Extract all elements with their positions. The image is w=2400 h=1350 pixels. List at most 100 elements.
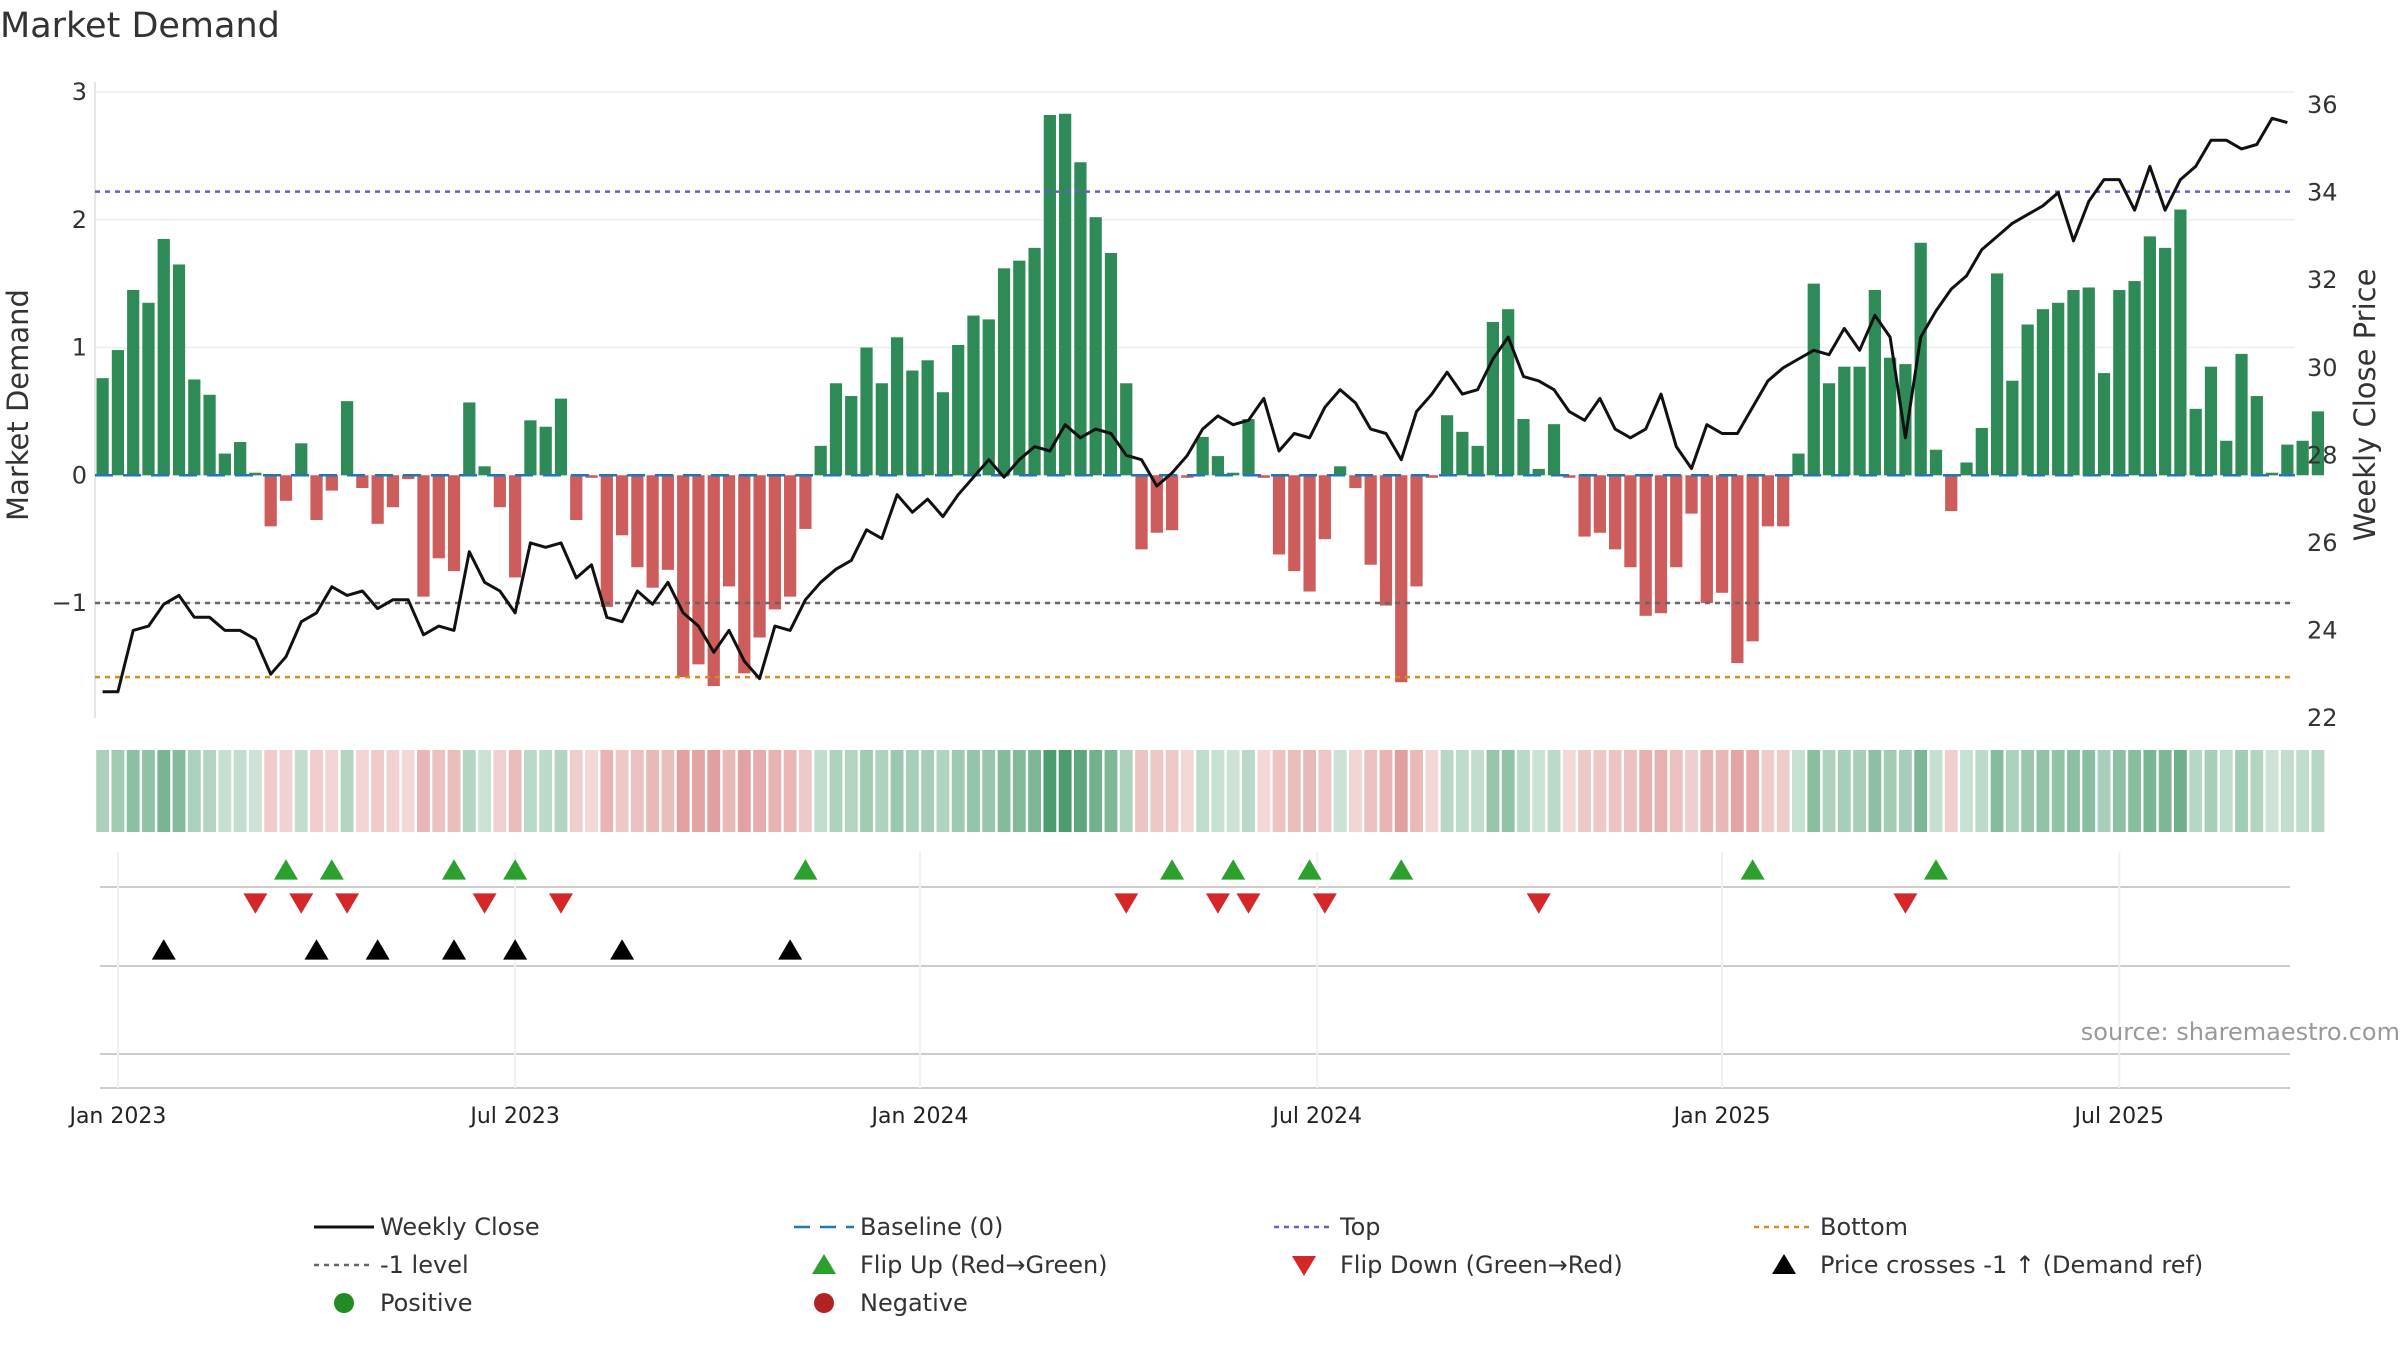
heat-cell: [325, 750, 339, 832]
legend-label: Flip Down (Green→Red): [1340, 1251, 1623, 1279]
demand-bar-positive: [2159, 247, 2172, 476]
demand-bar-positive: [2189, 408, 2202, 476]
heat-cell: [1303, 750, 1316, 832]
heat-cell: [493, 750, 507, 832]
heat-cell: [1990, 750, 2004, 832]
flip-up-marker: [1297, 859, 1322, 880]
demand-bar-positive: [1334, 466, 1347, 476]
flip-up-marker: [1160, 859, 1185, 880]
demand-bar-positive: [952, 344, 965, 476]
heat-cell: [600, 750, 614, 832]
heat-cell: [401, 750, 415, 832]
demand-bar-positive: [203, 394, 216, 476]
heat-cell: [1425, 750, 1439, 832]
y2-tick-label: 22: [2307, 704, 2338, 732]
demand-bar-negative: [310, 475, 323, 520]
demand-bar-negative: [1654, 475, 1668, 614]
demand-bar-negative: [1181, 475, 1194, 478]
demand-bar-negative: [1364, 475, 1377, 565]
price-cross-marker: [365, 939, 390, 960]
demand-bar-positive: [142, 302, 155, 476]
heat-cell: [1211, 750, 1225, 832]
demand-bar-positive: [967, 315, 980, 476]
heat-cell: [569, 750, 583, 832]
heat-cell: [1715, 750, 1729, 832]
demand-bar-negative: [493, 475, 506, 508]
demand-bar-positive: [478, 466, 491, 476]
legend-item: Top: [1270, 1208, 1381, 1246]
heat-cell: [157, 750, 171, 832]
heat-cell: [1700, 750, 1714, 832]
x-tick-label: Jul 2024: [1270, 1104, 1362, 1129]
heat-cell: [1914, 750, 1928, 832]
heat-cell: [218, 750, 232, 832]
heat-cell: [1639, 750, 1653, 832]
demand-bar-negative: [1395, 475, 1408, 683]
demand-bar-positive: [921, 360, 934, 476]
heat-cell: [1547, 750, 1561, 832]
heat-cell: [478, 750, 491, 832]
demand-bar-positive: [1013, 260, 1026, 476]
demand-bar-positive: [1822, 383, 1836, 476]
demand-bar-negative: [768, 475, 781, 610]
heat-cell: [1242, 750, 1255, 832]
heat-cell: [1089, 750, 1103, 832]
demand-bar-positive: [1104, 252, 1118, 476]
demand-bar-positive: [2143, 236, 2156, 476]
demand-bar-positive: [2006, 380, 2019, 476]
flip-up-marker: [273, 859, 298, 880]
heat-cell: [646, 750, 660, 832]
heat-cell: [1364, 750, 1378, 832]
demand-bar-positive: [2097, 373, 2111, 476]
demand-bar-positive: [2265, 472, 2279, 476]
heat-cell: [1868, 750, 1882, 832]
y2-tick-label: 36: [2307, 91, 2338, 119]
heat-cell: [432, 750, 446, 832]
heat-cell: [1975, 750, 1989, 832]
y2-tick-label: 32: [2307, 266, 2338, 294]
flip-down-marker: [1236, 893, 1261, 914]
price-cross-marker: [151, 939, 176, 960]
heat-cell: [799, 750, 812, 832]
demand-bar-positive: [2311, 411, 2325, 476]
heat-cell: [890, 750, 904, 832]
demand-bar-positive: [2281, 444, 2294, 476]
heat-cell: [1746, 750, 1760, 832]
heat-cell: [2082, 750, 2096, 832]
heat-cell: [1486, 750, 1500, 832]
demand-bar-negative: [784, 475, 797, 597]
x-tick-label: Jul 2023: [468, 1104, 560, 1129]
demand-bar-positive: [157, 238, 170, 476]
flip-up-marker: [1740, 859, 1765, 880]
heat-cell: [1837, 750, 1851, 832]
demand-bar-positive: [982, 319, 995, 476]
legend-item: Baseline (0): [790, 1208, 1003, 1246]
flip-down-marker: [243, 893, 268, 914]
heat-cell: [1165, 750, 1179, 832]
legend-line-icon: [1270, 1208, 1340, 1246]
demand-bar-positive: [2220, 440, 2233, 476]
heat-cell: [921, 750, 935, 832]
demand-bar-negative: [753, 475, 766, 638]
demand-bar-negative: [799, 475, 812, 529]
demand-bar-positive: [1211, 456, 1225, 476]
demand-bar-negative: [432, 475, 445, 559]
demand-bar-positive: [2067, 290, 2080, 476]
demand-bar-positive: [1059, 113, 1072, 476]
legend-item: Bottom: [1750, 1208, 1908, 1246]
heat-cell: [142, 750, 155, 832]
demand-bar-positive: [1975, 427, 1988, 476]
heat-cell: [1776, 750, 1790, 832]
heat-cell: [1440, 750, 1454, 832]
demand-bar-negative: [1593, 475, 1606, 533]
y2-axis-label: Weekly Close Price: [2348, 269, 2382, 542]
demand-bar-negative: [402, 475, 415, 480]
demand-bar-positive: [2021, 324, 2034, 476]
flip-up-marker: [319, 859, 344, 880]
weekly-close-line: [102, 116, 2288, 694]
demand-bar-positive: [2250, 396, 2263, 476]
demand-bar-negative: [646, 475, 659, 588]
legend-triangle-icon: [1750, 1246, 1820, 1284]
demand-bar-negative: [1945, 475, 1958, 512]
demand-bar-positive: [829, 383, 843, 476]
